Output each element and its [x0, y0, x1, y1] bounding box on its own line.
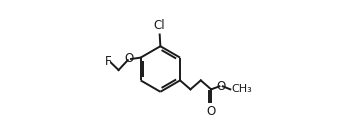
Text: O: O	[207, 105, 216, 118]
Text: Cl: Cl	[154, 19, 165, 32]
Text: CH₃: CH₃	[232, 84, 252, 94]
Text: F: F	[105, 55, 112, 68]
Text: O: O	[217, 80, 226, 93]
Text: O: O	[124, 52, 134, 66]
